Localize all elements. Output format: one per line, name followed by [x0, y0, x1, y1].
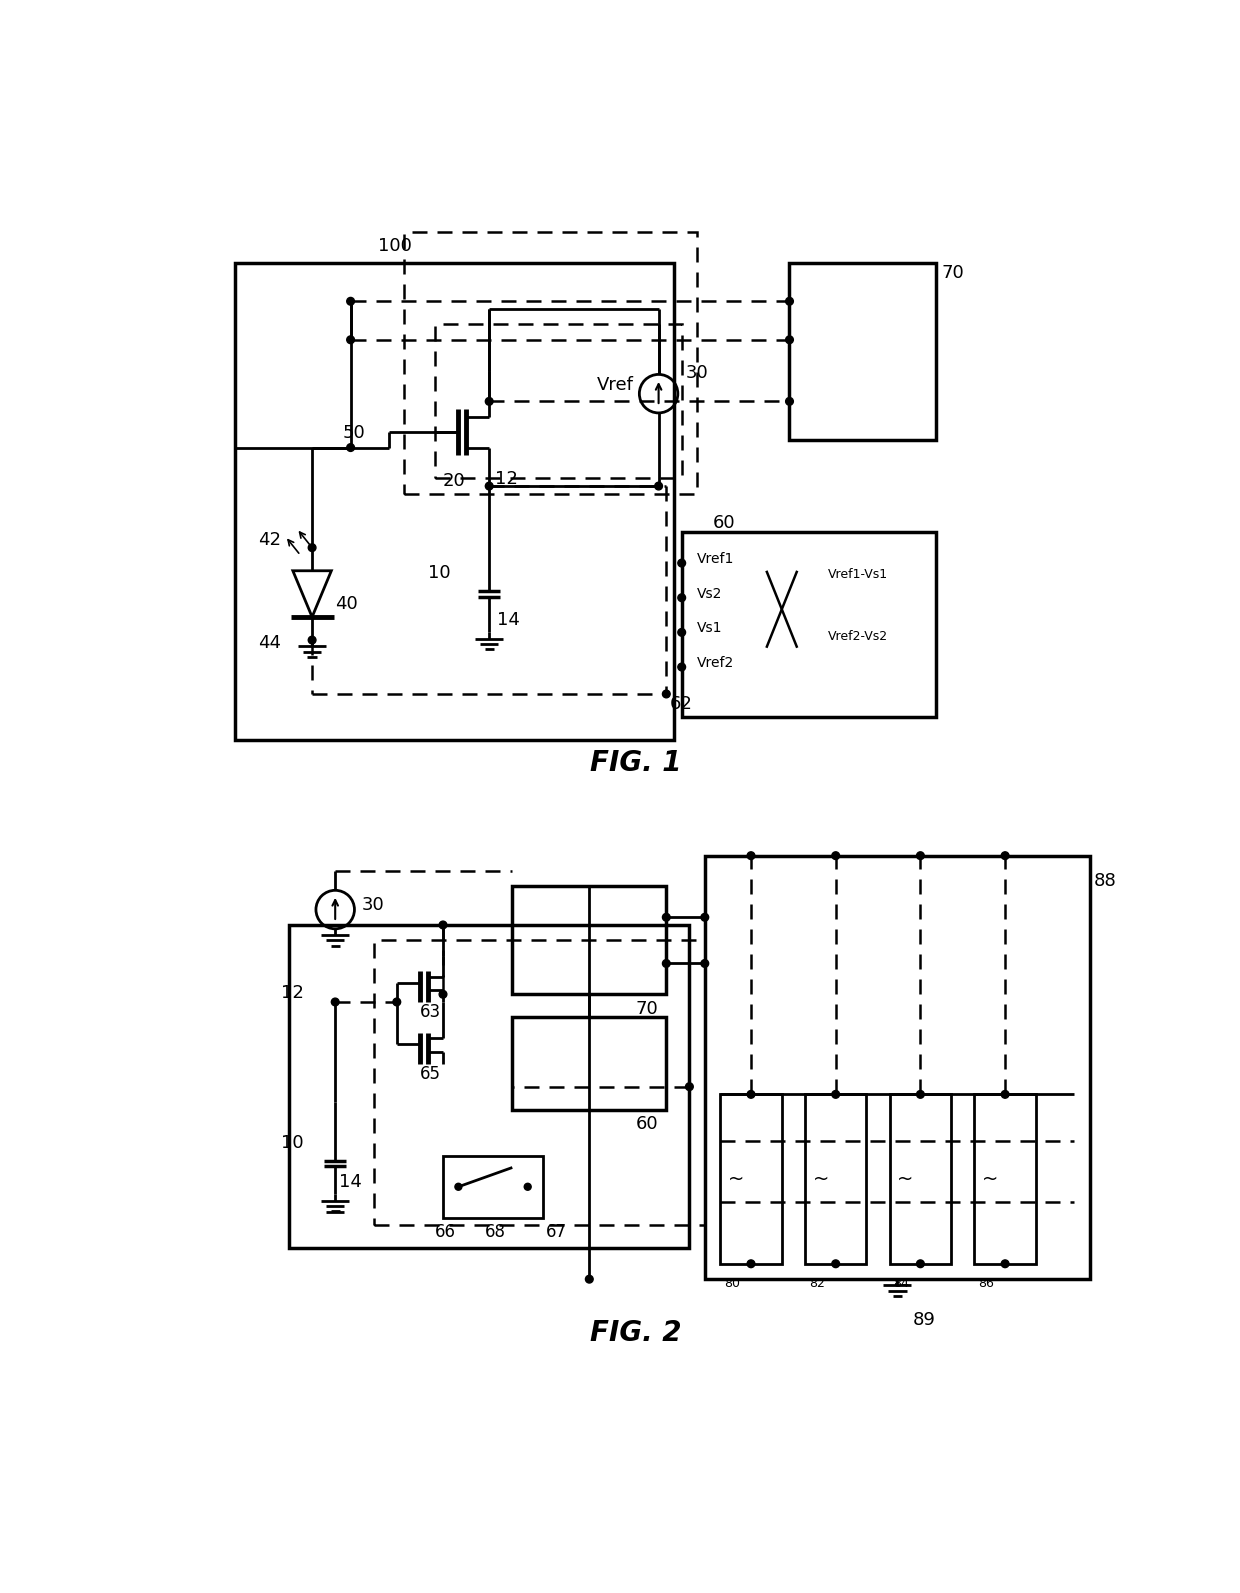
- Circle shape: [748, 1091, 755, 1098]
- Text: 44: 44: [258, 634, 281, 652]
- Circle shape: [916, 852, 924, 860]
- Circle shape: [832, 852, 839, 860]
- Circle shape: [916, 1091, 924, 1098]
- Text: 10: 10: [281, 1134, 304, 1152]
- Circle shape: [662, 959, 670, 967]
- Bar: [889, 1094, 951, 1263]
- Text: Vs1: Vs1: [697, 621, 723, 636]
- Text: ~: ~: [812, 1169, 830, 1188]
- Text: Vref1: Vref1: [697, 553, 734, 566]
- Circle shape: [701, 959, 708, 967]
- Text: 63: 63: [420, 1004, 441, 1021]
- Circle shape: [309, 636, 316, 644]
- Text: 60: 60: [713, 515, 735, 532]
- Text: 30: 30: [362, 895, 384, 913]
- Bar: [443, 1157, 543, 1217]
- Circle shape: [686, 1083, 693, 1091]
- Text: 86: 86: [978, 1278, 994, 1290]
- Circle shape: [347, 298, 355, 306]
- Bar: [975, 1094, 1035, 1263]
- Text: FIG. 2: FIG. 2: [590, 1319, 681, 1346]
- Bar: [435, 325, 682, 478]
- Text: 67: 67: [546, 1223, 567, 1241]
- Text: 82: 82: [808, 1278, 825, 1290]
- Text: 60: 60: [635, 1115, 658, 1133]
- Circle shape: [439, 991, 446, 999]
- Bar: [790, 263, 936, 440]
- Circle shape: [748, 1260, 755, 1268]
- Text: ~: ~: [898, 1169, 914, 1188]
- Bar: [720, 1094, 781, 1263]
- Text: 14: 14: [497, 610, 520, 629]
- Circle shape: [786, 298, 794, 306]
- Text: 12: 12: [281, 984, 304, 1002]
- Bar: [373, 940, 704, 1225]
- Text: 68: 68: [485, 1223, 506, 1241]
- Bar: [512, 1018, 666, 1110]
- Circle shape: [525, 1184, 531, 1190]
- Text: 30: 30: [686, 365, 708, 382]
- Bar: [404, 233, 697, 494]
- Circle shape: [309, 543, 316, 551]
- Text: Vref2: Vref2: [697, 656, 734, 671]
- Text: 62: 62: [670, 696, 693, 714]
- Text: 10: 10: [428, 564, 450, 583]
- Circle shape: [347, 444, 355, 451]
- Text: Vs2: Vs2: [697, 586, 723, 601]
- Text: 89: 89: [913, 1311, 935, 1330]
- Circle shape: [678, 663, 686, 671]
- Text: Vref1-Vs1: Vref1-Vs1: [828, 569, 888, 581]
- Text: 50: 50: [343, 424, 366, 443]
- Bar: [236, 263, 675, 741]
- Circle shape: [485, 398, 494, 405]
- Circle shape: [1001, 1091, 1009, 1098]
- Text: 88: 88: [1094, 873, 1116, 890]
- Circle shape: [832, 1260, 839, 1268]
- Text: Vref2-Vs2: Vref2-Vs2: [828, 631, 888, 644]
- Text: 80: 80: [724, 1278, 740, 1290]
- Bar: [805, 1094, 867, 1263]
- Text: 40: 40: [335, 596, 358, 613]
- Text: FIG. 1: FIG. 1: [590, 749, 681, 777]
- Text: 100: 100: [377, 237, 412, 255]
- Text: 20: 20: [443, 472, 466, 491]
- Text: 66: 66: [435, 1223, 456, 1241]
- Text: Vref: Vref: [596, 376, 634, 393]
- Circle shape: [439, 921, 446, 929]
- Circle shape: [655, 483, 662, 491]
- Circle shape: [786, 336, 794, 344]
- Circle shape: [678, 629, 686, 636]
- Bar: [704, 855, 1090, 1279]
- Text: 14: 14: [339, 1172, 362, 1192]
- Circle shape: [678, 594, 686, 602]
- Circle shape: [1001, 852, 1009, 860]
- Circle shape: [786, 398, 794, 405]
- Circle shape: [393, 999, 401, 1005]
- Circle shape: [485, 483, 494, 491]
- Circle shape: [701, 913, 708, 921]
- Text: 65: 65: [420, 1066, 441, 1083]
- Circle shape: [678, 559, 686, 567]
- Text: ~: ~: [728, 1169, 744, 1188]
- Text: 70: 70: [635, 999, 658, 1018]
- Circle shape: [585, 1276, 593, 1282]
- Circle shape: [331, 999, 339, 1005]
- Text: ~: ~: [982, 1169, 998, 1188]
- Circle shape: [347, 336, 355, 344]
- Text: 12: 12: [495, 470, 518, 487]
- Circle shape: [662, 690, 670, 698]
- Bar: [512, 886, 666, 994]
- Circle shape: [832, 1091, 839, 1098]
- Bar: [682, 532, 936, 717]
- Circle shape: [1001, 1260, 1009, 1268]
- Circle shape: [748, 852, 755, 860]
- Circle shape: [455, 1184, 461, 1190]
- Text: 84: 84: [894, 1278, 909, 1290]
- Bar: [289, 926, 689, 1249]
- Text: 42: 42: [258, 532, 281, 550]
- Text: 70: 70: [942, 264, 965, 282]
- Circle shape: [662, 913, 670, 921]
- Circle shape: [916, 1260, 924, 1268]
